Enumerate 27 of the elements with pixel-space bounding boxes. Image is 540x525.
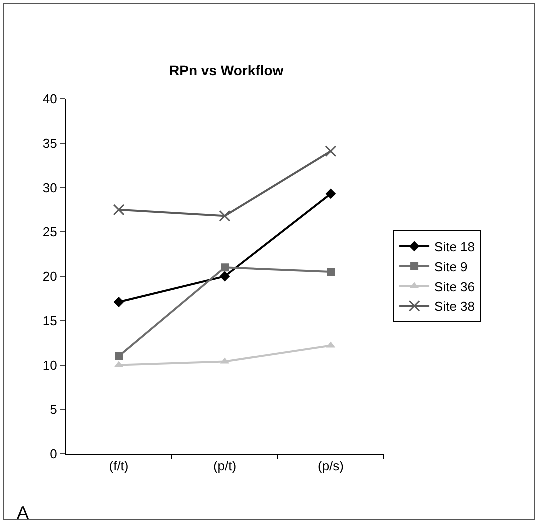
y-tick-label: 15 [42,313,58,328]
x-tick-label: (f/t) [109,458,129,474]
text: A [17,503,30,523]
legend-label: Site 36 [434,279,476,294]
point [326,188,336,200]
y-tick-label: 30 [42,180,58,196]
point [327,268,335,276]
legend-label: Site 18 [434,240,476,255]
chart-title: RPn vs Workflow [170,62,284,79]
y-tick-label: 35 [42,136,58,151]
point [221,264,229,272]
point [219,210,231,222]
y-tick-label: 0 [50,446,58,462]
y-tick-label: 25 [42,224,58,240]
point [115,352,123,360]
legend-label: Site 9 [434,259,468,274]
point [113,204,125,216]
y-tick-label: 40 [42,92,58,107]
legend-label: Site 38 [434,299,476,314]
y-tick-label: 10 [42,358,58,373]
point [220,271,230,282]
y-tick-label: 5 [50,402,58,418]
x-tick-label: (p/t) [213,458,237,474]
x-tick-label: (p/s) [318,458,344,474]
point [325,146,337,158]
point [114,297,124,308]
y-tick-label: 20 [42,269,58,284]
